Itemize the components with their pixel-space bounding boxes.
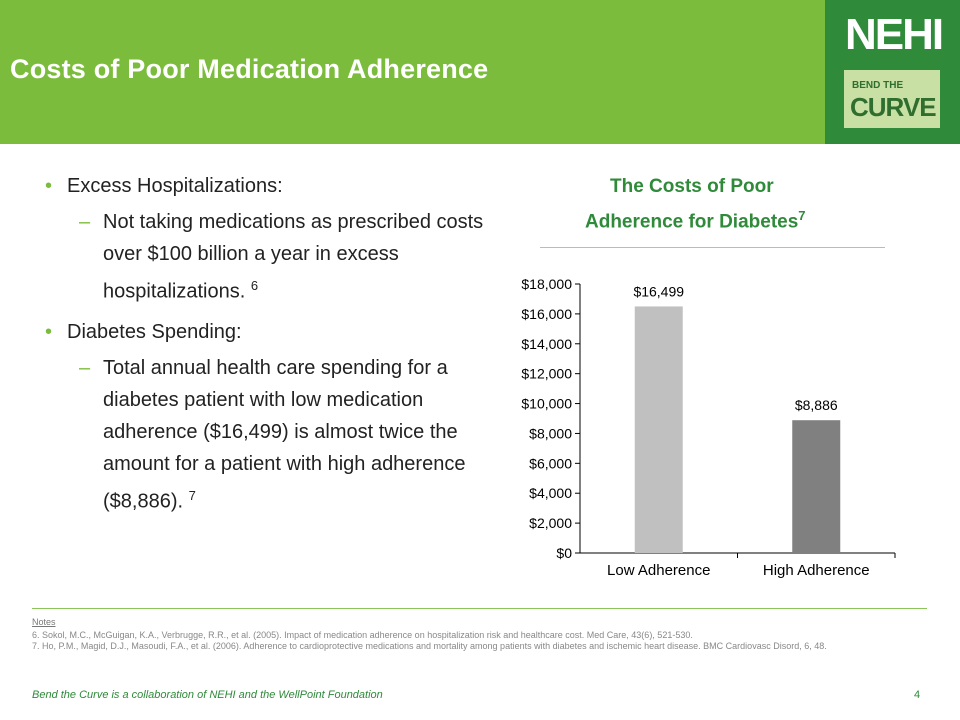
dash-icon: – <box>79 356 91 379</box>
reference-superscript: 7 <box>188 487 196 503</box>
bar <box>792 420 841 553</box>
chart-title-line2: Adherence for Diabetes <box>585 211 799 233</box>
y-tick-label: $12,000 <box>521 366 572 382</box>
bar-value-label: $8,886 <box>795 397 838 413</box>
nehi-logo: NEHI BEND THE CURVE <box>825 0 960 144</box>
notes-list: 6. Sokol, M.C., McGuigan, K.A., Verbrugg… <box>32 630 927 652</box>
footer-text: Bend the Curve is a collaboration of NEH… <box>32 689 383 701</box>
bar-chart: $0 $2,000 $4,000 $6,000 $8,000 $10,000 $12,000… <box>521 276 896 579</box>
bullet-dot-icon: • <box>45 175 53 197</box>
bar <box>634 306 683 553</box>
bullet-list: • Excess Hospitalizations: – Not taking me… <box>45 170 485 517</box>
bullet-item: • Diabetes Spending: <box>45 316 485 348</box>
chart-title-divider <box>540 247 885 248</box>
notes-divider <box>32 608 927 609</box>
y-tick-label: $16,000 <box>521 306 572 322</box>
chart-title-line1: The Costs of Poor <box>610 176 774 197</box>
reference-superscript: 6 <box>250 278 259 293</box>
bullet-detail: Total annual health care spending for a … <box>103 356 466 513</box>
x-tick-label: Low Adherence <box>607 562 710 579</box>
y-tick-label: $2,000 <box>529 515 572 531</box>
y-tick-label: $6,000 <box>529 455 572 471</box>
bullet-detail: Not taking medications as prescribed cos… <box>103 211 484 303</box>
bar-value-label: $16,499 <box>633 283 684 299</box>
bullet-heading: Excess Hospitalizations: <box>67 175 283 197</box>
y-tick-label: $14,000 <box>521 336 572 352</box>
x-tick-label: High Adherence <box>763 562 870 579</box>
bullet-subitem: – Not taking medications as prescribed co… <box>45 206 485 308</box>
bullet-subitem: – Total annual health care spending for a… <box>45 352 485 518</box>
page-title: Costs of Poor Medication Adherence <box>10 54 489 84</box>
y-tick-label: $8,000 <box>529 425 572 441</box>
bullet-dot-icon: • <box>45 320 53 343</box>
y-tick-label: $10,000 <box>521 396 572 412</box>
notes-heading: Notes <box>32 617 56 627</box>
badge-small-text: BEND THE <box>852 80 904 91</box>
y-tick-label: $18,000 <box>521 276 572 292</box>
dash-icon: – <box>79 211 91 233</box>
chart-title-line2-wrap: Adherence for Diabetes7 <box>585 208 806 233</box>
y-tick-label: $4,000 <box>529 485 572 501</box>
bullet-item: • Excess Hospitalizations: <box>45 170 485 202</box>
header-banner: Costs of Poor Medication Adherence <box>0 0 825 144</box>
note-item: 7. Ho, P.M., Magid, D.J., Masoudi, F.A.,… <box>32 641 827 651</box>
y-tick-label: $0 <box>556 545 572 561</box>
note-item: 6. Sokol, M.C., McGuigan, K.A., Verbrugg… <box>32 630 693 640</box>
chart-title-ref: 7 <box>798 208 806 223</box>
bend-the-curve-badge: BEND THE CURVE <box>844 70 940 128</box>
bullet-heading: Diabetes Spending: <box>67 320 242 343</box>
page-number: 4 <box>914 689 921 701</box>
logo-mark: NEHI <box>845 10 944 59</box>
badge-big-text: CURVE <box>850 92 937 122</box>
